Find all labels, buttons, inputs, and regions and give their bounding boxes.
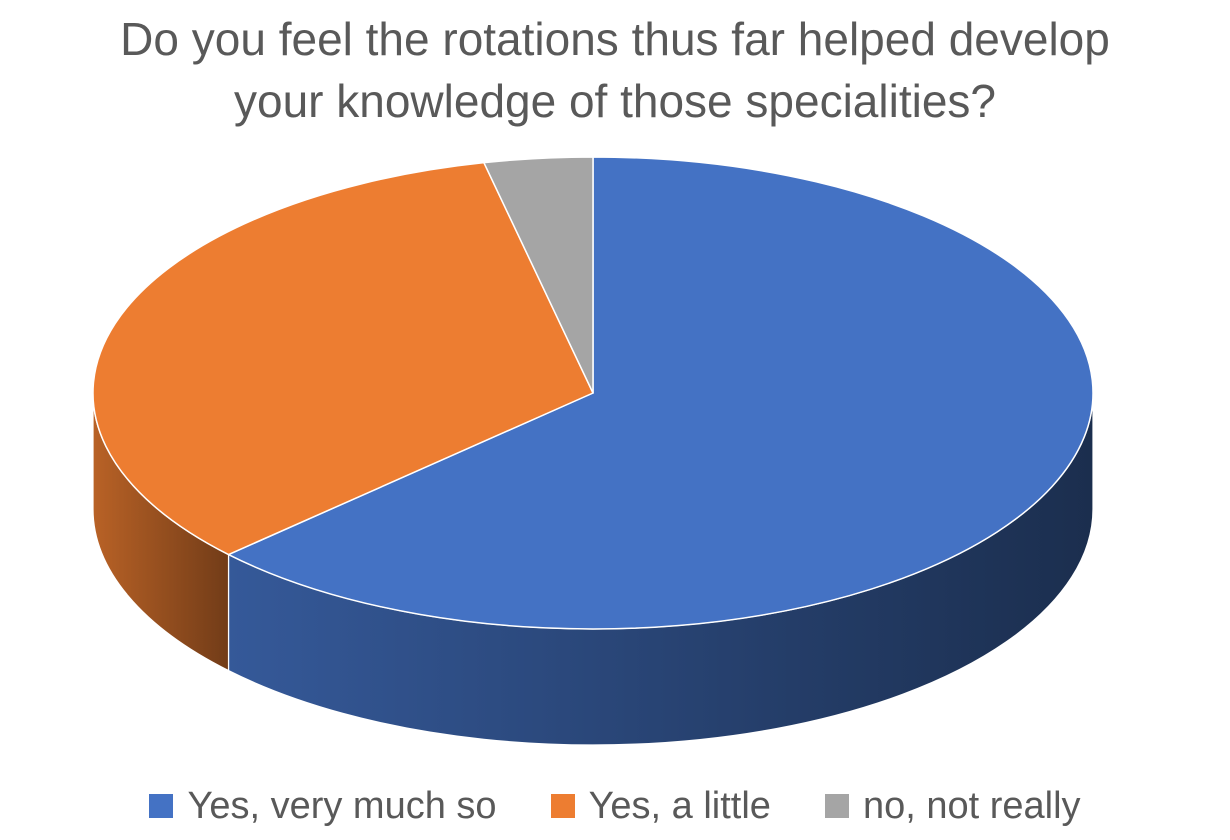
chart-title: Do you feel the rotations thus far helpe…	[0, 8, 1230, 132]
chart-title-line-1: Do you feel the rotations thus far helpe…	[120, 13, 1110, 65]
legend-swatch-yes-a-little	[550, 794, 575, 818]
pie-top	[92, 156, 1094, 630]
legend-swatch-yes-very-much	[149, 794, 174, 818]
legend-label-yes-very-much: Yes, very much so	[187, 784, 497, 827]
legend: Yes, very much so Yes, a little no, not …	[0, 778, 1230, 834]
pie-slice-1	[227, 156, 1094, 630]
legend-item-no-not-really: no, not really	[824, 784, 1081, 828]
legend-item-yes-very-much: Yes, very much so	[149, 784, 497, 828]
legend-label-yes-a-little: Yes, a little	[588, 784, 771, 827]
pie-slice-2	[92, 161, 594, 556]
pie-slice-3	[483, 156, 594, 394]
legend-label-no-not-really: no, not really	[862, 784, 1081, 827]
legend-swatch-no-not-really	[824, 794, 849, 818]
legend-item-yes-a-little: Yes, a little	[550, 784, 771, 828]
chart-title-line-2: your knowledge of those specialities?	[233, 75, 996, 127]
